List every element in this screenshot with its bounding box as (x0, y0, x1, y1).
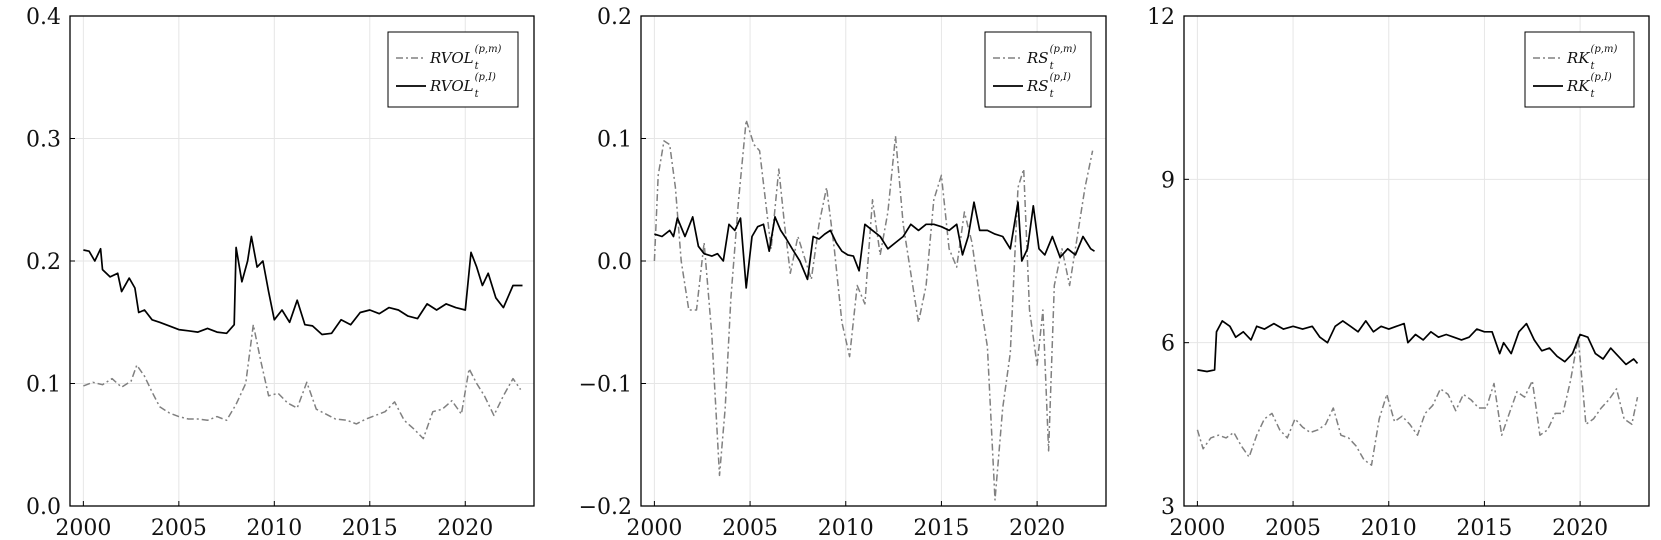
legend-label-superscript: (p,m) (475, 44, 502, 55)
x-tick-label: 2005 (151, 516, 207, 540)
legend-box (1524, 31, 1635, 108)
y-tick-label: 0.0 (597, 250, 632, 275)
legend-label: RS (1026, 77, 1049, 95)
y-tick-label: 0.1 (26, 373, 61, 398)
series-line-2 (83, 235, 523, 336)
y-tick-label: 6 (1161, 332, 1175, 357)
y-tick-label: 12 (1147, 5, 1175, 30)
y-tick-label: 0.2 (597, 5, 632, 30)
y-tick-label: 3 (1161, 495, 1175, 520)
legend-label-subscript: t (1591, 89, 1596, 100)
legend-label-subscript: t (1591, 61, 1596, 72)
series-line-2 (654, 201, 1095, 289)
x-tick-label: 2005 (722, 516, 778, 540)
y-tick-label: −0.1 (579, 373, 632, 398)
x-tick-label: 2000 (55, 516, 111, 540)
legend-label-subscript: t (475, 89, 480, 100)
series-line-1 (83, 323, 522, 440)
legend: RK t(p,m)RK t(p,I) (1524, 31, 1635, 108)
legend-label-subscript: t (1050, 61, 1055, 72)
legend-label-superscript: (p,m) (1591, 44, 1618, 55)
x-tick-label: 2015 (1456, 516, 1512, 540)
plot-frame (640, 15, 1107, 507)
legend-label: RVOL (429, 77, 474, 95)
legend-label: RVOL (429, 49, 474, 67)
x-tick-label: 2010 (1361, 516, 1417, 540)
legend-box (984, 31, 1092, 108)
y-tick-label: 0.4 (26, 5, 61, 30)
chart-panel-2: 2000 2005 2010 2015 2020−0.2−0.10.00.10.2RS t… (579, 5, 1107, 540)
x-tick-label: 2015 (913, 516, 969, 540)
y-tick-label: 0.0 (26, 495, 61, 520)
series-line-2 (1197, 320, 1639, 373)
series-line-1 (653, 119, 1094, 501)
x-tick-label: 2020 (1552, 516, 1608, 540)
x-tick-label: 2000 (1169, 516, 1225, 540)
x-tick-label: 2020 (1009, 516, 1065, 540)
legend: RS t(p,m)RS t(p,I) (984, 31, 1092, 108)
y-tick-label: 0.2 (26, 250, 61, 275)
y-tick-label: 0.3 (26, 128, 61, 153)
x-tick-label: 2010 (246, 516, 302, 540)
x-tick-label: 2000 (626, 516, 682, 540)
x-tick-label: 2015 (342, 516, 398, 540)
legend-label-superscript: (p,I) (1591, 72, 1612, 83)
plot-frame (69, 15, 535, 507)
plot-frame (1183, 15, 1650, 507)
legend-label: RS (1026, 49, 1049, 67)
series-line-1 (1196, 336, 1639, 466)
y-tick-label: 0.1 (597, 128, 632, 153)
legend-label: RK (1566, 49, 1590, 67)
legend: RVOL t(p,m)RVOL t(p,I) (387, 31, 519, 108)
legend-label-superscript: (p,I) (1050, 72, 1071, 83)
legend-label-superscript: (p,m) (1050, 44, 1077, 55)
legend-label-subscript: t (475, 61, 480, 72)
legend-box (387, 31, 519, 108)
legend-label-superscript: (p,I) (475, 72, 496, 83)
legend-label: RK (1566, 77, 1590, 95)
legend-label-subscript: t (1050, 89, 1055, 100)
x-tick-label: 2005 (1265, 516, 1321, 540)
x-tick-label: 2020 (437, 516, 493, 540)
y-tick-label: −0.2 (579, 495, 632, 520)
y-tick-label: 9 (1161, 168, 1175, 193)
x-tick-label: 2010 (818, 516, 874, 540)
